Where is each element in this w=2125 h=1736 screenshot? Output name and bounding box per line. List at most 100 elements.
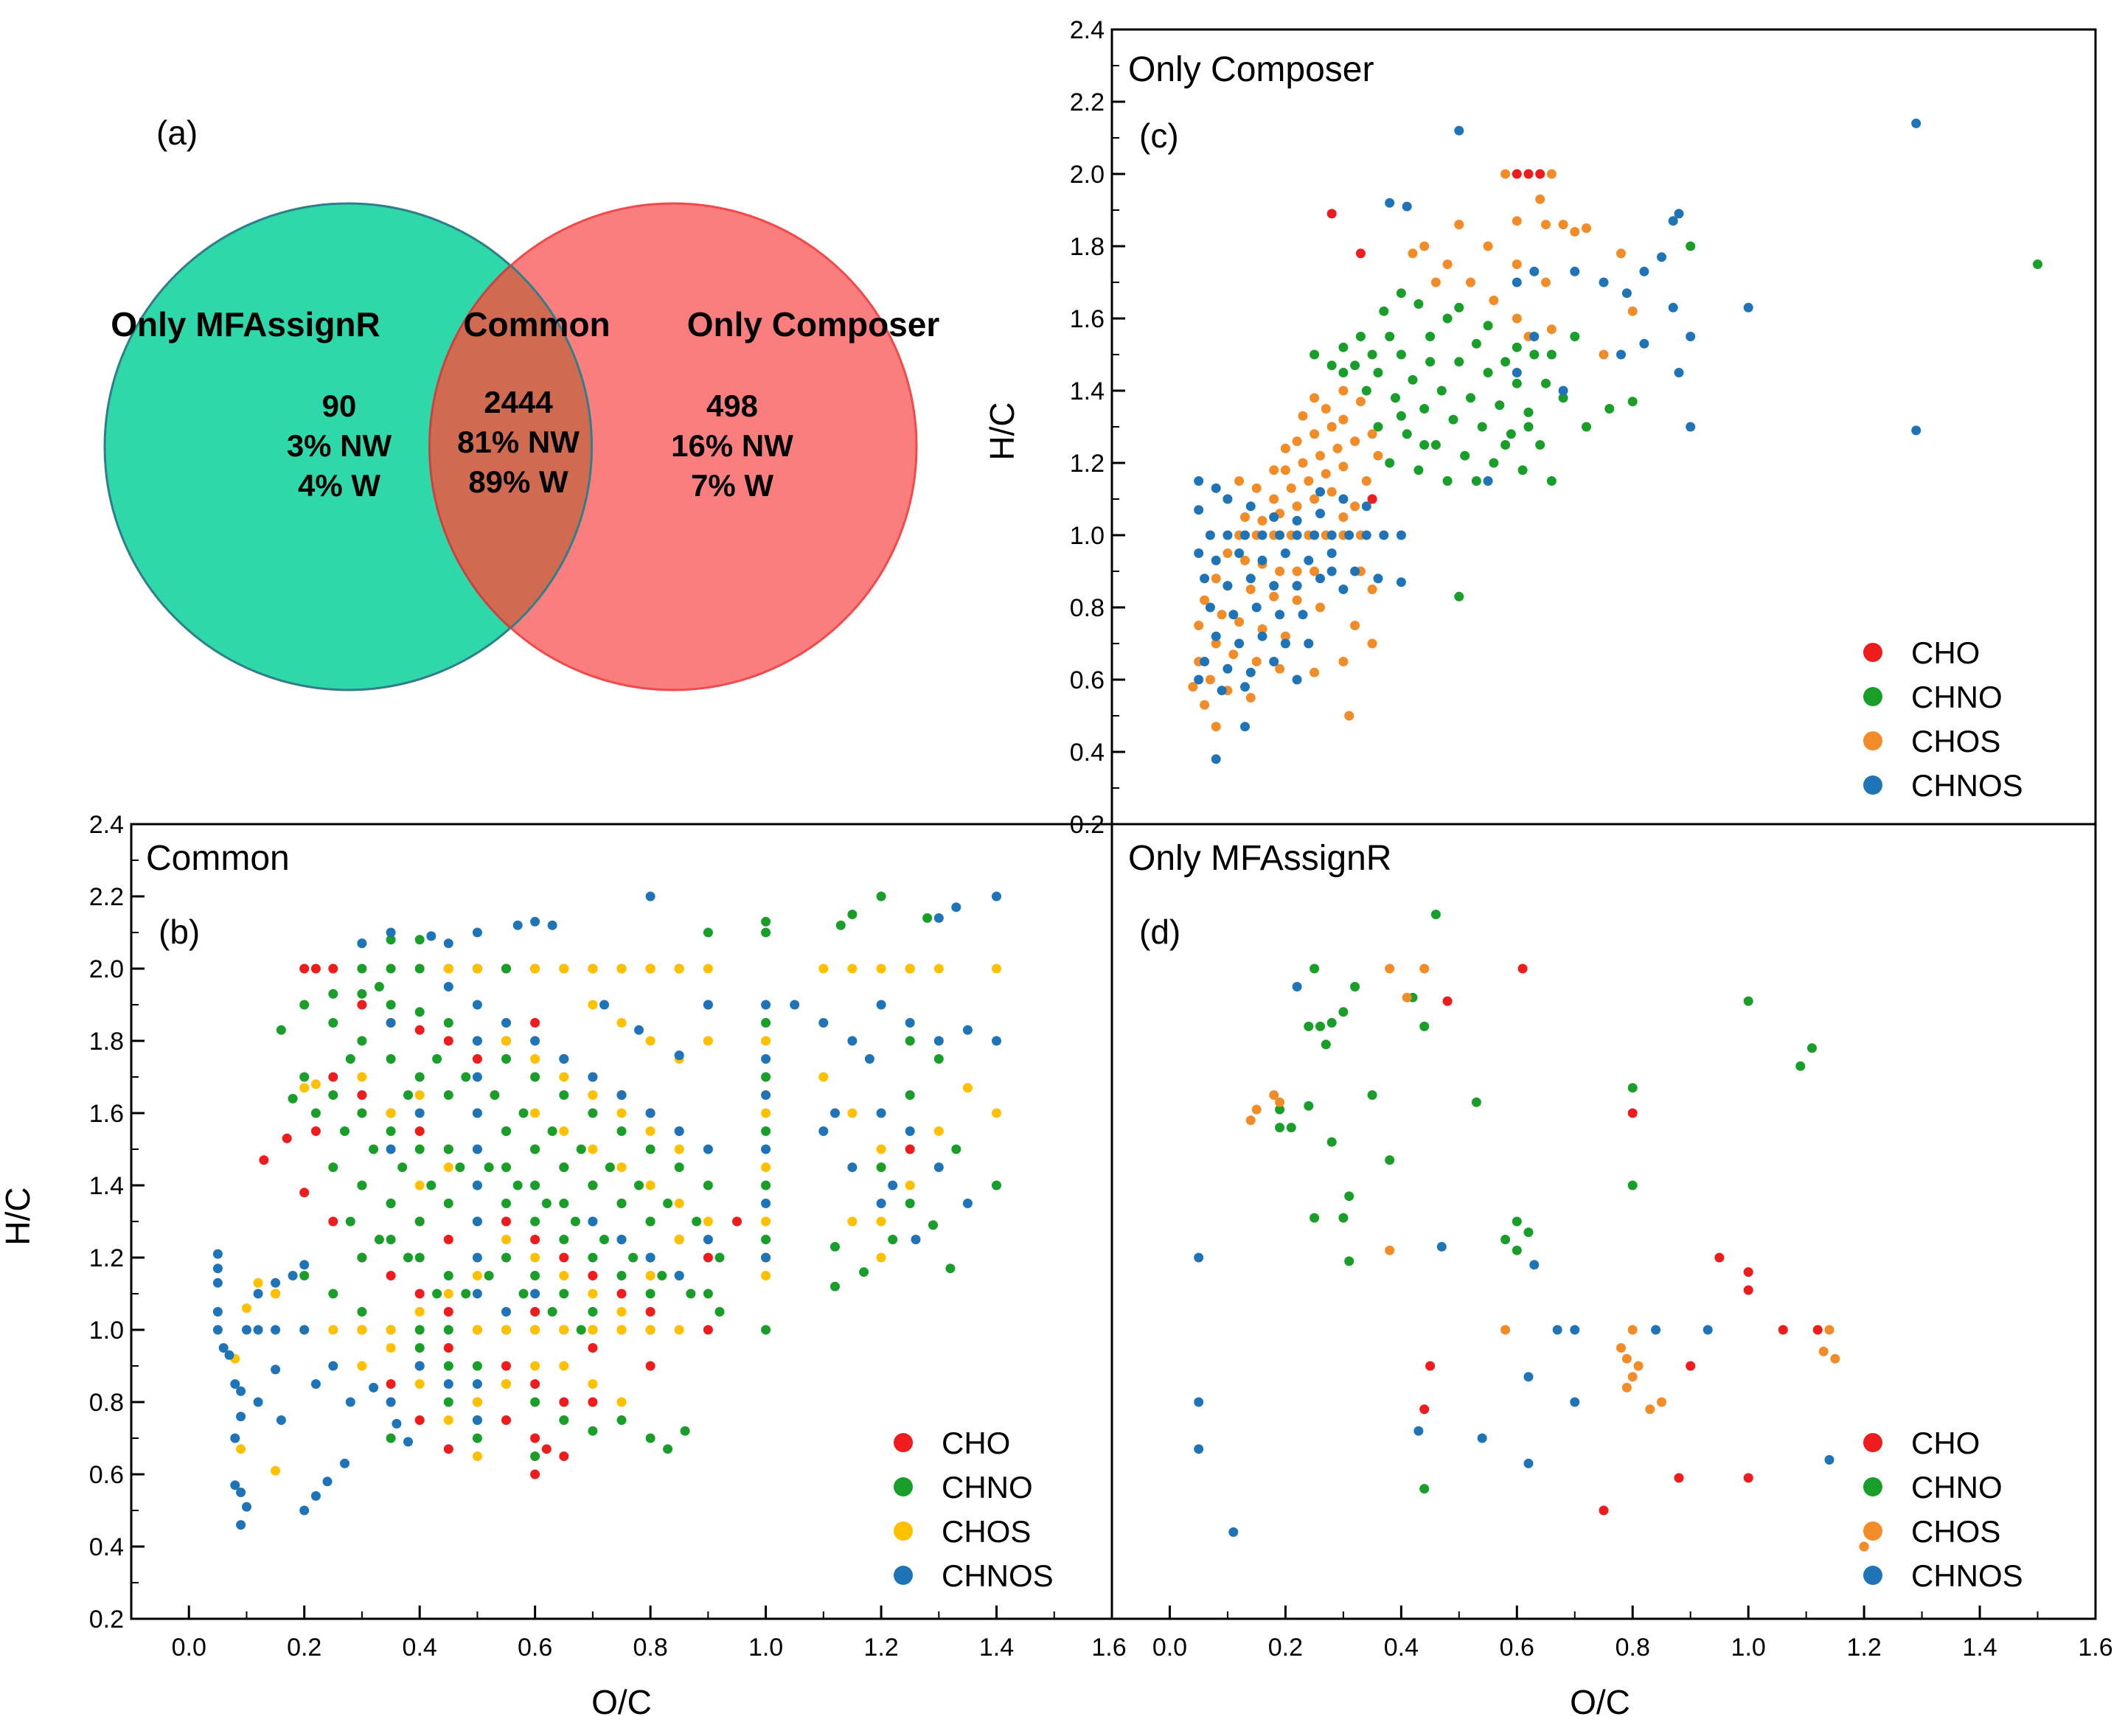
data-point <box>414 1361 425 1371</box>
data-point <box>570 1216 580 1227</box>
data-point <box>1430 910 1441 919</box>
data-point <box>1355 248 1366 259</box>
data-point <box>835 920 846 930</box>
series-chnos <box>1194 118 1921 764</box>
data-point <box>357 1072 367 1082</box>
data-point <box>1778 1325 1788 1335</box>
data-point <box>271 1277 281 1288</box>
data-point <box>933 1054 944 1064</box>
data-point <box>212 1249 223 1259</box>
x-tick-label: 0.0 <box>172 1634 206 1662</box>
data-point <box>1477 1433 1487 1443</box>
data-point <box>1743 996 1753 1006</box>
data-point <box>1541 277 1551 287</box>
data-point <box>443 1361 453 1371</box>
data-point <box>933 913 944 923</box>
data-point <box>253 1397 263 1407</box>
data-point <box>1529 266 1540 276</box>
data-point <box>847 1036 858 1046</box>
data-point <box>1200 657 1210 666</box>
data-point <box>1859 1541 1869 1552</box>
data-point <box>530 1216 540 1227</box>
data-point <box>876 1000 886 1010</box>
legend-label-chnos: CHNOS <box>942 1558 1054 1593</box>
data-point <box>1517 465 1528 475</box>
data-point <box>414 1180 425 1191</box>
data-point <box>1310 494 1320 504</box>
data-point <box>1385 332 1395 341</box>
data-point <box>443 1018 453 1028</box>
data-point <box>1517 963 1528 974</box>
data-point <box>414 1252 425 1263</box>
data-point <box>588 1397 598 1407</box>
data-point <box>501 1199 511 1208</box>
data-point <box>559 1325 569 1335</box>
data-point <box>645 963 655 974</box>
series-chno <box>1310 241 2042 602</box>
data-point <box>714 1307 725 1317</box>
data-point <box>1350 621 1360 630</box>
data-point <box>403 1090 413 1100</box>
data-point <box>1391 393 1400 403</box>
data-point <box>761 1000 771 1010</box>
data-point <box>1361 530 1371 540</box>
data-point <box>1385 1245 1395 1255</box>
data-point <box>501 1415 511 1425</box>
data-point <box>1442 259 1453 269</box>
data-point <box>1477 422 1487 432</box>
data-point <box>1326 1137 1337 1147</box>
data-point <box>616 1162 627 1172</box>
data-point <box>1512 313 1522 324</box>
data-point <box>1326 487 1337 497</box>
data-point <box>212 1277 223 1288</box>
data-point <box>616 1018 627 1028</box>
data-point <box>1425 357 1436 367</box>
data-point <box>1558 393 1568 403</box>
data-point <box>1558 386 1568 396</box>
data-point <box>1338 585 1349 594</box>
data-point <box>1338 386 1349 396</box>
data-point <box>905 1018 915 1028</box>
data-point <box>1361 476 1371 486</box>
data-point <box>588 963 598 974</box>
data-point <box>530 1469 540 1479</box>
data-point <box>472 1271 482 1280</box>
data-point <box>1310 667 1320 677</box>
data-point <box>1546 169 1557 179</box>
data-point <box>559 1072 569 1082</box>
data-point <box>443 1307 453 1317</box>
y-tick-label: 0.6 <box>89 1461 124 1489</box>
data-point <box>501 1325 511 1335</box>
data-point <box>888 1235 898 1244</box>
data-point <box>414 1007 425 1017</box>
data-point <box>212 1325 223 1335</box>
venn-title-only-composer: Only Composer <box>687 305 940 344</box>
data-point <box>1211 754 1221 764</box>
data-point <box>1205 530 1215 540</box>
data-point <box>518 1108 529 1118</box>
data-point <box>472 1108 482 1118</box>
data-point <box>386 963 396 974</box>
data-point <box>876 1144 886 1154</box>
data-point <box>212 1307 223 1317</box>
y-tick-label: 1.0 <box>89 1317 124 1345</box>
data-point <box>1512 368 1522 377</box>
data-point <box>472 1072 482 1082</box>
data-point <box>530 1379 540 1389</box>
data-point <box>472 1144 482 1154</box>
data-point <box>1419 241 1430 251</box>
data-point <box>271 1465 281 1476</box>
data-point <box>588 1072 598 1082</box>
data-point <box>1223 548 1233 558</box>
data-point <box>1338 512 1349 522</box>
data-point <box>501 1235 511 1244</box>
data-point <box>645 1126 655 1136</box>
data-point <box>830 1281 840 1291</box>
data-point <box>1512 1216 1522 1227</box>
data-point <box>1205 602 1215 613</box>
data-point <box>599 1235 609 1244</box>
data-point <box>1430 277 1441 287</box>
data-point <box>559 1054 569 1064</box>
data-point <box>1385 963 1395 974</box>
venn-right-count: 498 <box>706 388 758 423</box>
